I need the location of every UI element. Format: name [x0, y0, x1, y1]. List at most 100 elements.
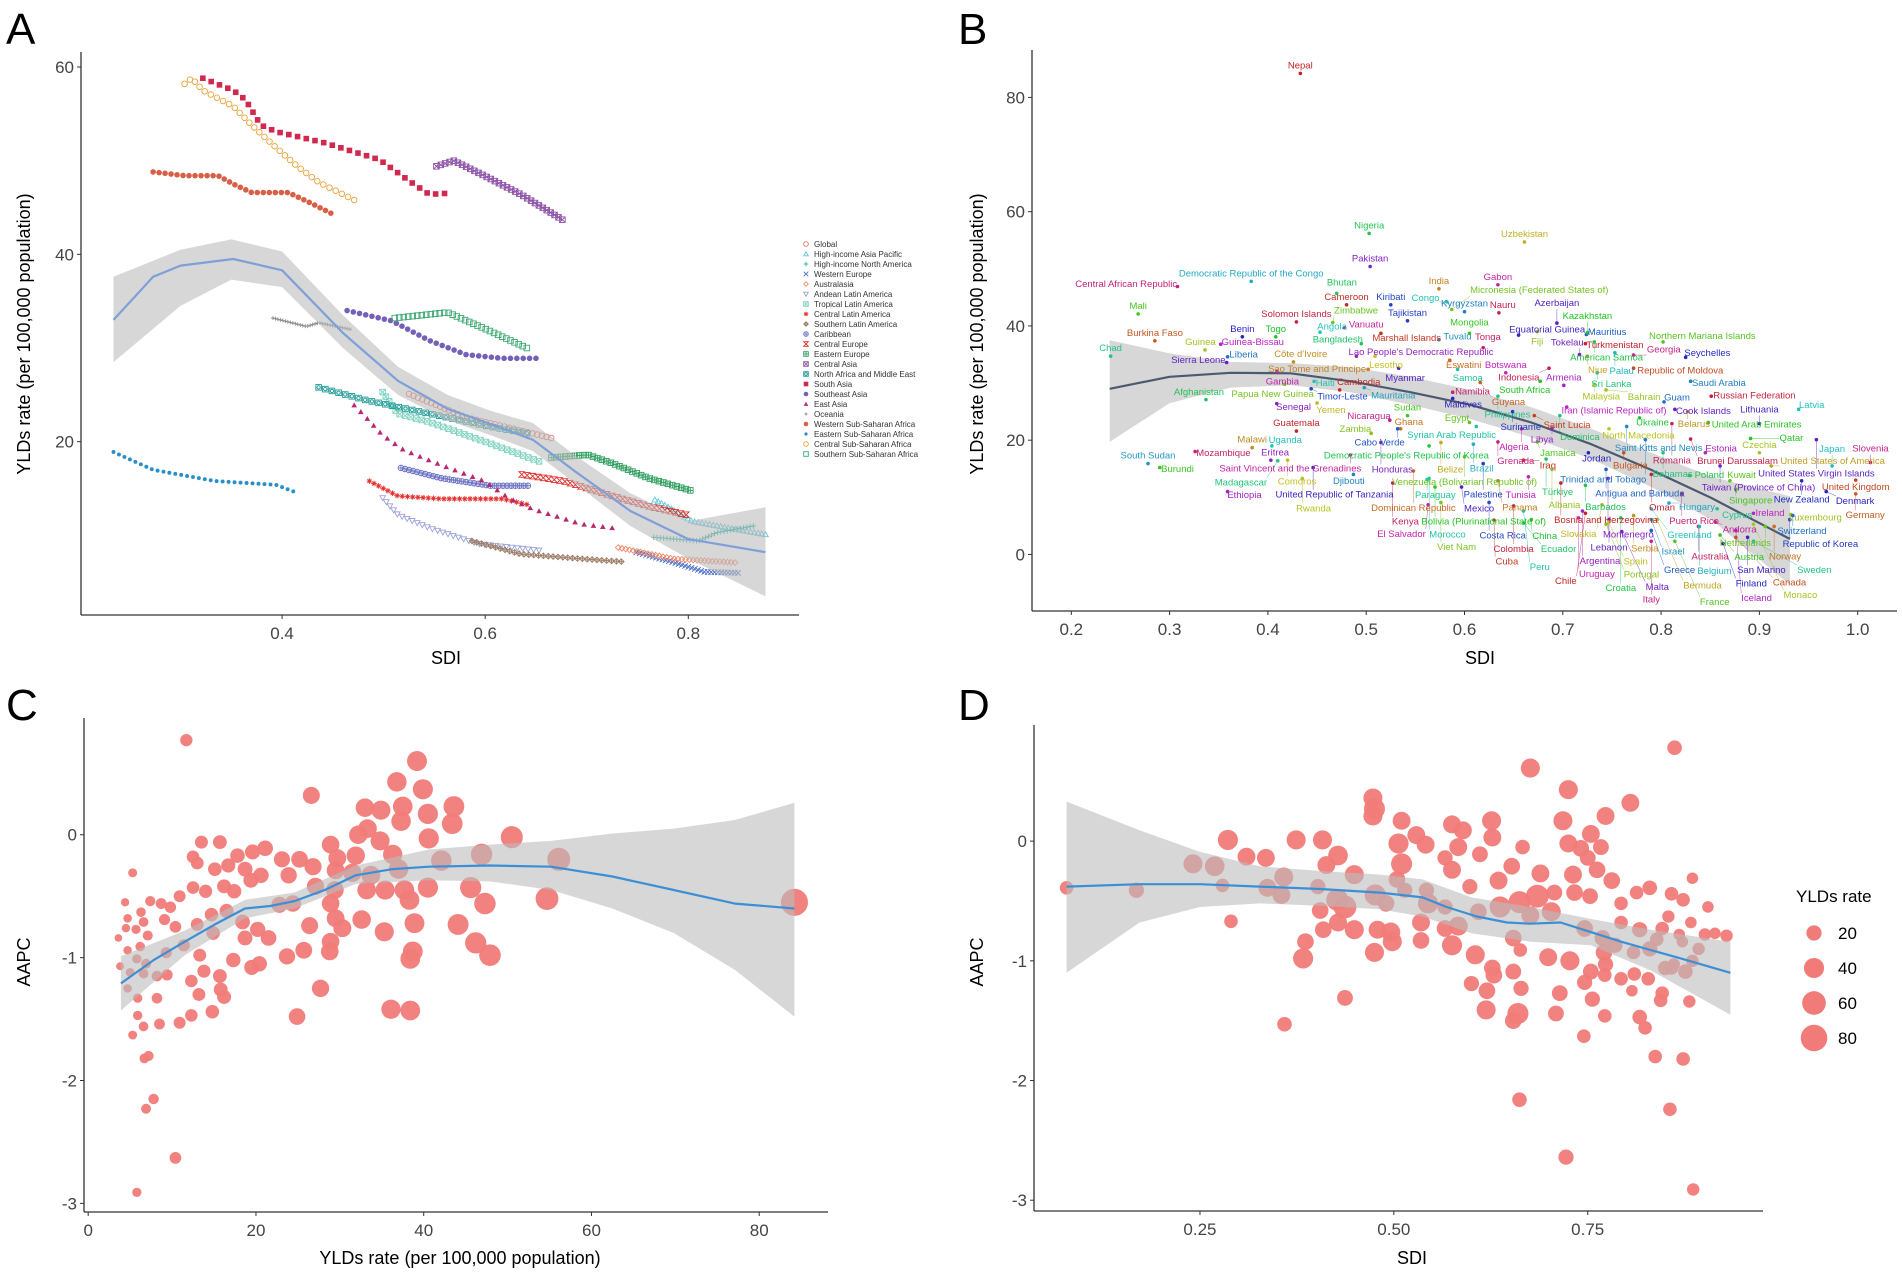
country-label: Bangladesh	[1313, 334, 1363, 345]
data-point	[393, 320, 400, 327]
bubble-point	[245, 844, 261, 860]
bubble-point	[1392, 811, 1411, 830]
bubble-point	[291, 850, 308, 868]
legend-item-label: Global	[814, 240, 837, 249]
data-point	[303, 135, 310, 142]
country-point	[1824, 489, 1829, 494]
country-label: Monaco	[1783, 590, 1817, 601]
country-label: Lesotho	[1369, 360, 1403, 371]
country-label: Cuba	[1496, 557, 1519, 568]
bubble-point	[141, 1103, 152, 1114]
bubble-point	[1632, 1009, 1647, 1025]
country-label: Maldives	[1444, 400, 1482, 411]
data-point	[376, 400, 381, 405]
data-point	[117, 452, 121, 457]
label-leader-line	[1735, 537, 1773, 578]
panel-c-y-tick-label: -3	[62, 1194, 77, 1213]
legend-key-icon	[802, 250, 810, 257]
country-label: Brunei Darussalam	[1697, 456, 1778, 467]
data-point	[414, 312, 421, 319]
country-label: Cameroon	[1324, 292, 1368, 303]
country-label: Trinidad and Tobago	[1560, 474, 1646, 485]
data-point	[417, 453, 423, 459]
country-label: Venezuela (Bolivarian Republic of)	[1392, 477, 1537, 488]
data-point	[669, 558, 676, 566]
country-label: Sri Lanka	[1591, 379, 1632, 390]
country-point	[1706, 420, 1711, 425]
size-legend-bubble	[1802, 991, 1826, 1015]
data-point	[412, 415, 420, 422]
country-label: Malta	[1646, 582, 1670, 593]
data-point	[208, 478, 213, 483]
panel-a-x-tick-label: 0.8	[676, 624, 700, 643]
country-point	[1526, 474, 1531, 479]
country-label: Samoa	[1453, 373, 1484, 384]
data-point	[425, 457, 432, 463]
data-point	[357, 409, 364, 415]
country-point	[1379, 331, 1383, 336]
data-point	[478, 324, 485, 331]
data-point	[444, 531, 452, 538]
data-point	[427, 310, 434, 318]
country-label: Republic of Moldova	[1637, 365, 1724, 376]
data-point	[231, 104, 239, 112]
bubble-point	[1297, 933, 1314, 950]
country-label: Israel	[1661, 547, 1684, 558]
bubble-point	[139, 1053, 150, 1064]
bubble-point	[371, 800, 391, 820]
data-point	[306, 199, 313, 206]
data-point	[511, 188, 519, 195]
bubble-point	[1597, 1009, 1612, 1023]
country-point	[1462, 309, 1467, 314]
legend-key-icon	[803, 421, 809, 427]
data-point	[450, 427, 457, 434]
bubble-point	[131, 924, 141, 934]
bubble-point	[249, 921, 266, 938]
country-point	[1637, 416, 1642, 420]
panel-label-c: C	[6, 681, 38, 730]
country-point	[1604, 388, 1608, 392]
country-point	[1282, 382, 1287, 387]
data-point	[186, 172, 192, 179]
country-label: Saudi Arabia	[1692, 378, 1747, 389]
country-point	[1853, 478, 1858, 482]
data-point	[396, 404, 401, 410]
country-point	[1342, 325, 1347, 330]
data-point	[488, 440, 495, 448]
bubble-point	[1531, 864, 1550, 883]
data-point	[364, 415, 371, 421]
data-point	[475, 169, 482, 177]
country-point	[1564, 405, 1569, 409]
legend-key-icon	[804, 372, 808, 376]
data-point	[202, 477, 207, 482]
data-point	[268, 126, 275, 133]
country-label: Micronesia (Federated States of)	[1470, 285, 1608, 296]
data-point	[315, 384, 322, 391]
country-point	[1649, 517, 1654, 522]
bubble-point	[1685, 916, 1697, 929]
country-point	[1661, 340, 1665, 344]
country-point	[1618, 516, 1623, 520]
data-point	[600, 523, 606, 529]
country-label: Gabon	[1484, 272, 1513, 283]
data-point	[250, 481, 255, 486]
data-point	[629, 547, 637, 554]
country-label: Yemen	[1316, 405, 1345, 416]
country-label: Greece	[1664, 565, 1695, 576]
country-point	[1583, 511, 1588, 516]
data-point	[520, 192, 527, 200]
bubble-point	[417, 803, 439, 824]
data-point	[379, 388, 386, 396]
data-point	[379, 495, 387, 502]
country-point	[1481, 461, 1485, 466]
bubble-point	[1312, 830, 1333, 850]
label-leader-line	[1719, 534, 1735, 552]
bubble-point	[133, 1010, 143, 1021]
country-point	[1868, 460, 1873, 465]
data-point	[356, 310, 363, 317]
data-point	[328, 387, 336, 395]
bubble-point	[1513, 980, 1529, 996]
country-label: Viet Nam	[1437, 542, 1476, 553]
bubble-point	[355, 798, 375, 818]
country-point	[1728, 478, 1732, 483]
